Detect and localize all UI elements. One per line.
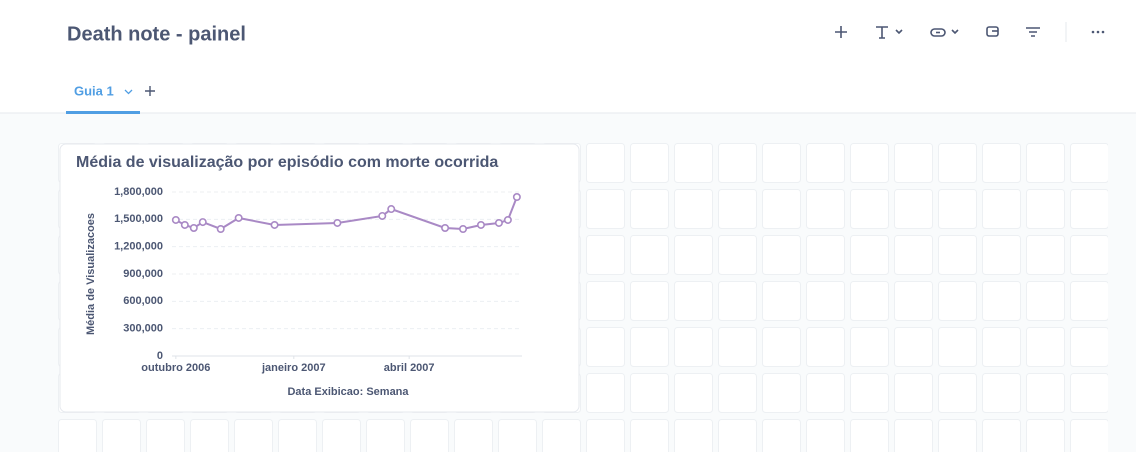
text-button[interactable] [876, 26, 903, 39]
x-tick-label: janeiro 2007 [261, 362, 326, 374]
y-tick-label: 300,000 [123, 323, 163, 335]
point [270, 220, 279, 229]
point [189, 223, 198, 232]
tab[interactable]: Guia 1 [74, 83, 114, 98]
point [234, 213, 243, 222]
link-button[interactable] [930, 28, 959, 37]
x-axis-title: Data Exibicao: Semana [287, 386, 409, 398]
point [333, 218, 342, 227]
point [459, 224, 468, 233]
y-tick-label: 1,200,000 [114, 241, 163, 253]
point [378, 211, 387, 220]
add-button[interactable] [835, 26, 847, 38]
point [476, 220, 485, 229]
y-tick-label: 1,800,000 [114, 186, 163, 198]
section-button[interactable] [986, 26, 999, 37]
add-tab[interactable] [145, 86, 155, 96]
filter-button[interactable] [1026, 27, 1040, 37]
card-title[interactable]: Média de visualização por episódio com m… [76, 154, 498, 171]
point [441, 223, 450, 232]
y-tick-label: 900,000 [123, 268, 163, 280]
y-axis-title: Média de Visualizacoes [85, 213, 97, 335]
point [494, 218, 503, 227]
x-tick-label: outubro 2006 [141, 362, 210, 374]
point [171, 215, 180, 224]
x-tick-label: abril 2007 [384, 362, 435, 374]
tab-menu[interactable] [124, 89, 133, 95]
more-button[interactable] [1091, 30, 1105, 34]
y-tick-label: 600,000 [123, 295, 163, 307]
point [198, 218, 207, 227]
dashboard-title[interactable]: Death note - painel [67, 23, 246, 45]
point [503, 215, 512, 224]
point [216, 224, 225, 233]
point [387, 205, 396, 214]
card [59, 143, 580, 413]
point [512, 193, 521, 202]
toolbar [835, 22, 1105, 42]
y-tick-label: 1,500,000 [114, 213, 163, 225]
point [180, 220, 189, 229]
tab-underline [66, 111, 140, 114]
line [175, 196, 518, 231]
y-tick-label: 0 [157, 350, 163, 362]
